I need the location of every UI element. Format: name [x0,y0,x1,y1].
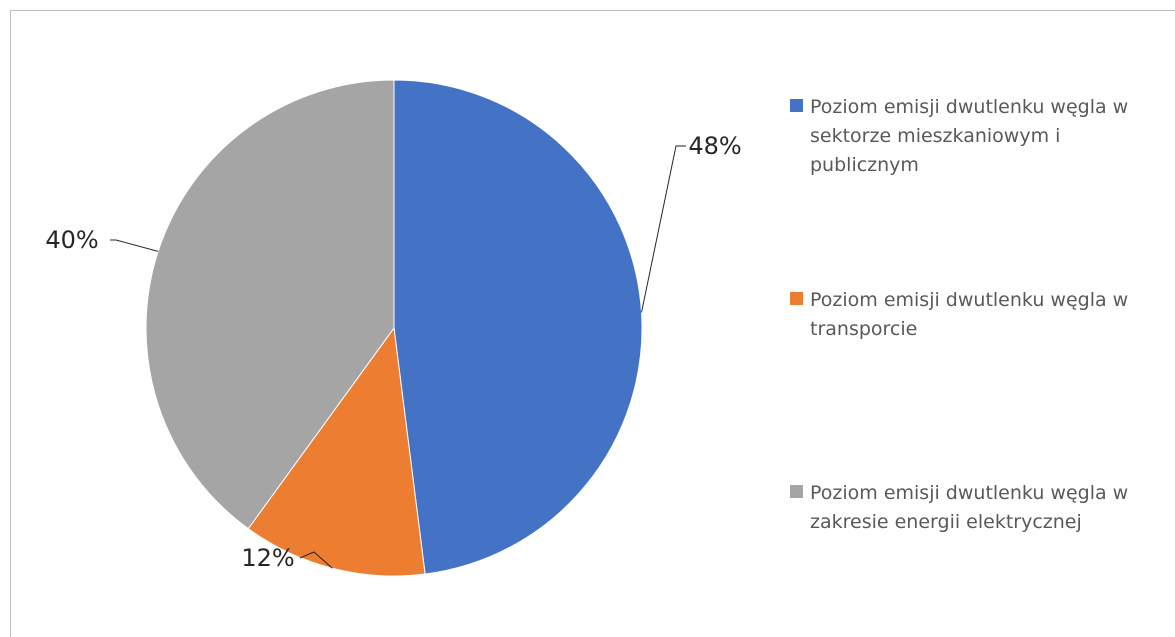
data-labels: 48% 12% 40% [45,132,741,572]
leader-line-residential [641,145,686,313]
data-label-residential: 48% [688,132,741,160]
leader-line-transport [299,551,333,569]
leader-lines [110,145,686,569]
data-label-electricity: 40% [45,226,98,254]
legend-label-residential: Poziom emisji dwutlenku węgla w sektorze… [810,96,1129,176]
leader-line-electricity [110,239,159,252]
pie-slice-electricity [145,79,395,530]
legend-label-electricity: Poziom emisji dwutlenku węgla w zakresie… [810,482,1129,533]
legend-label-transport: Poziom emisji dwutlenku węgla w transpor… [810,289,1129,340]
pie-slice-residential [393,79,643,575]
legend-swatch-transport [790,292,803,305]
data-label-transport: 12% [241,544,294,572]
chart-frame [10,10,1175,637]
legend-swatch-electricity [790,485,803,498]
legend-swatch-residential [790,99,803,112]
pie-slices [145,79,643,577]
